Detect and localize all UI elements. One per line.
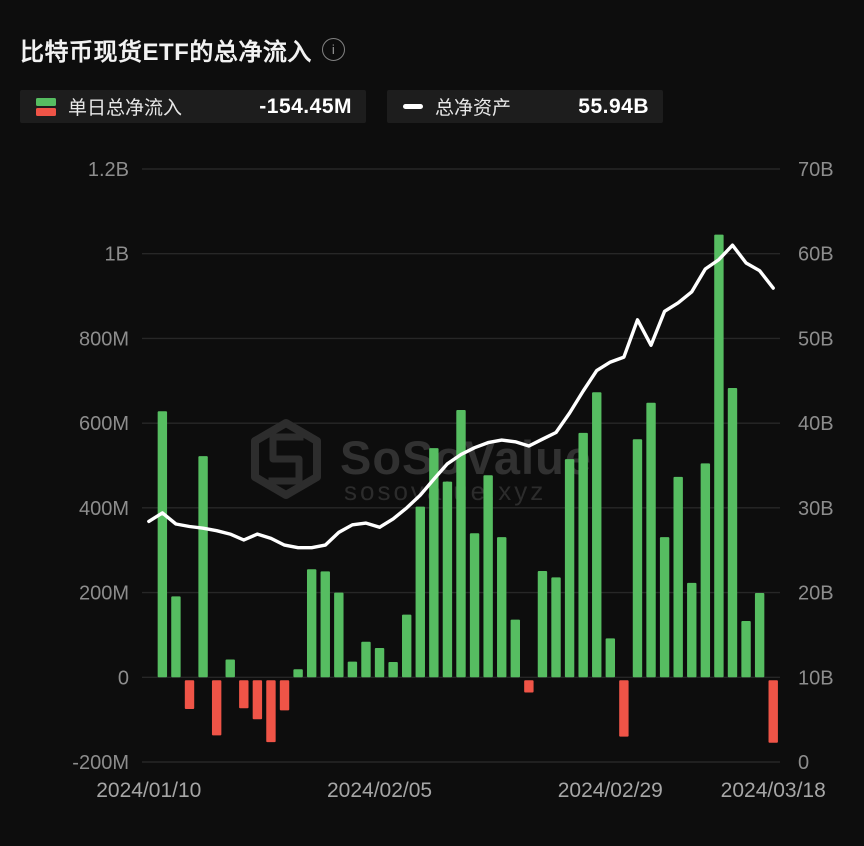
right-axis-tick: 10B [798, 667, 834, 689]
axis-labels: 1.2B 70B 1B 60B 800M 50B 600M 40B 400M 30B 200M 20B… [72, 159, 833, 802]
flow-bar-positive[interactable] [632, 439, 643, 678]
flow-bar-positive[interactable] [415, 506, 425, 678]
left-axis-tick: 400M [79, 498, 129, 520]
flow-bar-positive[interactable] [361, 641, 371, 678]
right-axis-tick: 30B [798, 498, 834, 520]
page-title: 比特币现货ETF的总净流入 [20, 39, 312, 66]
sosovalue-logo-icon [251, 419, 321, 499]
flow-bar-negative[interactable] [239, 680, 249, 709]
left-axis-tick: 200M [79, 583, 129, 605]
right-axis-tick: 40B [798, 413, 834, 435]
right-axis-tick: 60B [798, 244, 834, 266]
flow-bar-negative[interactable] [266, 680, 276, 743]
flow-bar-positive[interactable] [687, 582, 697, 678]
flow-bar-positive[interactable] [469, 533, 480, 678]
flow-bar-positive[interactable] [727, 387, 738, 678]
flow-bar-positive[interactable] [741, 620, 751, 678]
legend-daily-net-inflow[interactable]: 单日总净流入 -154.45M [20, 90, 366, 123]
x-axis-date: 2024/02/29 [558, 779, 663, 802]
right-axis-tick: 0 [798, 752, 809, 774]
flow-bar-positive[interactable] [564, 459, 575, 678]
legend-assets-value: 55.94B [578, 94, 649, 118]
flow-bars [157, 234, 778, 743]
flow-bar-positive[interactable] [646, 402, 656, 678]
bar-series-icon [36, 97, 56, 116]
flow-bar-positive[interactable] [537, 570, 548, 678]
flow-bar-positive[interactable] [483, 475, 493, 678]
legend-daily-value: -154.45M [259, 94, 352, 118]
left-axis-tick: 0 [118, 667, 129, 689]
flow-bar-negative[interactable] [768, 680, 778, 743]
total-net-assets-line [147, 243, 775, 550]
flow-bar-positive[interactable] [306, 569, 317, 678]
flow-bar-negative[interactable] [619, 680, 629, 737]
flow-bar-positive[interactable] [578, 432, 588, 678]
legend-total-net-assets[interactable]: 总净资产 55.94B [387, 90, 663, 123]
flow-bar-positive[interactable] [659, 537, 670, 678]
flow-bar-positive[interactable] [320, 571, 330, 678]
left-axis-tick: 800M [79, 328, 129, 350]
left-axis-tick: 1B [105, 244, 129, 266]
flow-bar-negative[interactable] [252, 680, 263, 720]
flow-bar-negative[interactable] [184, 680, 195, 710]
chart-header: 比特币现货ETF的总净流入 i [20, 32, 345, 67]
nav-line [147, 243, 775, 550]
flow-bar-positive[interactable] [198, 456, 208, 678]
flow-bar-positive[interactable] [347, 661, 358, 678]
info-icon[interactable]: i [321, 38, 345, 61]
flow-bar-positive[interactable] [225, 659, 235, 678]
flow-bar-positive[interactable] [510, 619, 520, 678]
flow-bar-positive[interactable] [592, 392, 602, 678]
flow-bar-positive[interactable] [497, 537, 507, 678]
flow-bar-positive[interactable] [714, 234, 724, 678]
flow-bar-negative[interactable] [524, 680, 534, 693]
left-axis-tick: 600M [79, 413, 129, 435]
flow-bar-positive[interactable] [754, 592, 765, 678]
flow-bar-positive[interactable] [388, 662, 398, 678]
legend-assets-label: 总净资产 [435, 98, 512, 119]
flow-bar-positive[interactable] [700, 463, 711, 678]
flow-bar-positive[interactable] [673, 476, 683, 678]
line-series-icon [403, 104, 423, 109]
x-axis-date: 2024/02/05 [327, 779, 432, 802]
flow-bar-positive[interactable] [402, 614, 412, 678]
flow-bar-positive[interactable] [374, 648, 385, 678]
right-axis-tick: 50B [798, 328, 834, 350]
flow-bar-positive[interactable] [429, 448, 439, 678]
right-axis-tick: 20B [798, 583, 834, 605]
flow-bar-positive[interactable] [157, 411, 168, 678]
flow-bar-negative[interactable] [211, 680, 222, 736]
left-axis-tick: 1.2B [88, 159, 129, 181]
right-axis-tick: 70B [798, 159, 834, 181]
flow-bar-positive[interactable] [551, 577, 561, 678]
legend-row: 单日总净流入 -154.45M 总净资产 55.94B [20, 90, 663, 123]
x-axis-date: 2024/01/10 [96, 779, 201, 802]
flow-bar-positive[interactable] [456, 410, 466, 678]
legend-daily-label: 单日总净流入 [68, 98, 183, 119]
left-axis-tick: -200M [72, 752, 129, 774]
flow-bar-positive[interactable] [442, 481, 453, 678]
flow-bar-positive[interactable] [293, 669, 303, 678]
flow-bar-positive[interactable] [605, 638, 616, 678]
flow-bar-negative[interactable] [279, 680, 290, 711]
flow-bar-positive[interactable] [171, 596, 181, 678]
flow-bar-positive[interactable] [334, 592, 344, 678]
sosovalue-logo-s [268, 433, 304, 485]
x-axis-date: 2024/03/18 [721, 779, 826, 802]
